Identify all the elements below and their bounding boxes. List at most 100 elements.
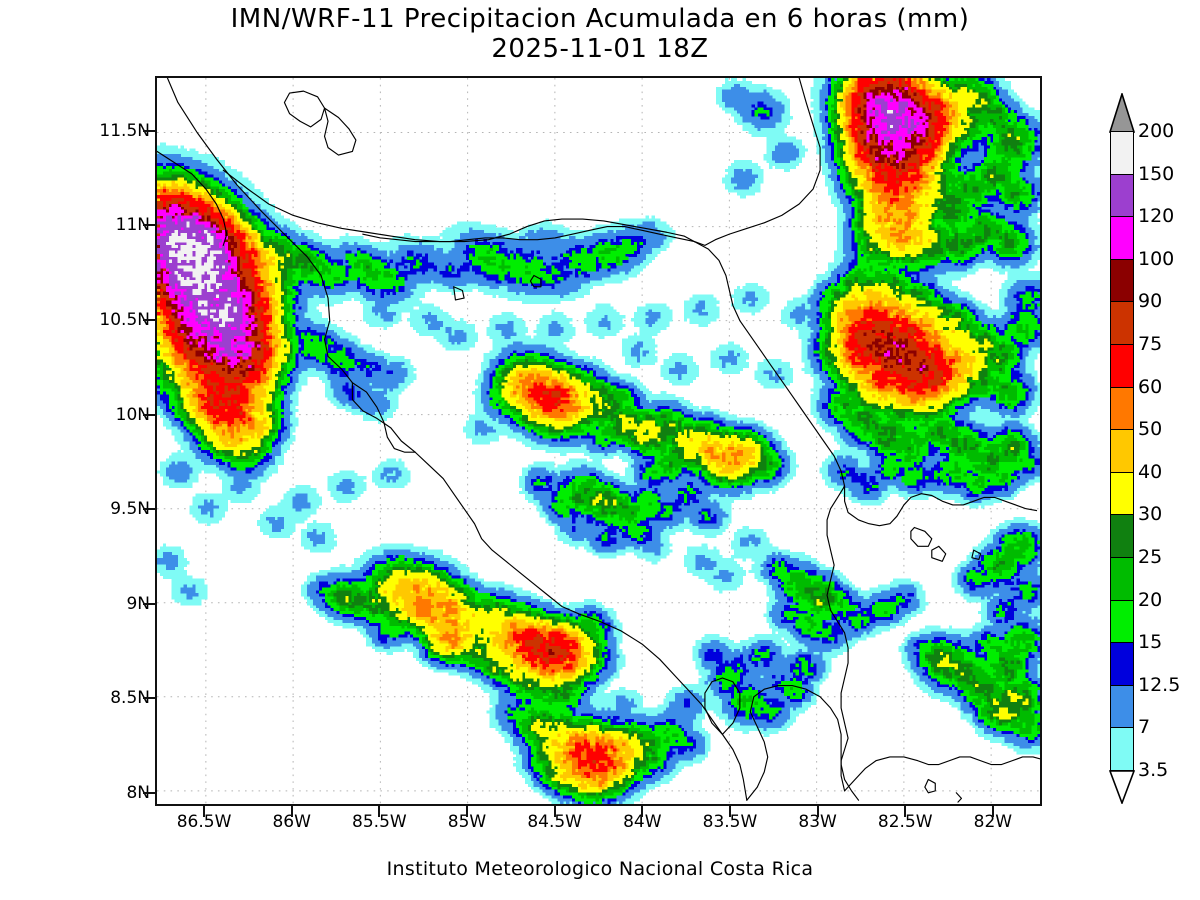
geo-line [931,545,947,562]
colorbar-tick-label: 3.5 [1138,759,1169,781]
colorbar-tick-label: 200 [1138,120,1175,142]
colorbar-tick-label: 60 [1138,375,1163,398]
y-tick-mark [143,508,155,511]
chart-title-block: IMN/WRF-11 Precipitacion Acumulada en 6 … [0,4,1200,64]
colorbar-band-12.5 [1110,642,1134,687]
geo-line [453,286,465,301]
x-tick-mark [904,806,907,817]
y-tick-label: 9N [126,593,150,614]
x-tick-mark [728,806,731,817]
colorbar-band-25 [1110,514,1134,559]
geo-line [826,485,849,792]
geo-line [157,150,228,246]
colorbar-tick-label: 100 [1138,247,1175,270]
colorbar-tick-label: 12.5 [1138,673,1181,696]
colorbar-under-arrow [1109,770,1135,804]
geo-line [955,792,963,803]
precipitation-map [157,78,1040,804]
map-plot-area [155,76,1042,806]
colorbar-tick-label: 25 [1138,546,1163,568]
geo-line [746,684,860,801]
x-tick-label: 85W [447,812,487,832]
footer-credit: Instituto Meteorologico Nacional Costa R… [386,858,814,880]
geo-line [844,756,1040,792]
y-tick-mark [143,224,155,227]
geo-line [693,78,821,246]
y-tick-label: 11.5N [99,120,150,141]
colorbar-tick-label: 90 [1138,290,1163,313]
geo-line [693,241,1038,527]
y-tick-mark [143,129,155,132]
precip-band-100 [157,86,929,372]
colorbar-band-90 [1110,258,1134,303]
precipitation-contours [157,78,1040,804]
x-tick-mark [203,806,206,817]
colorbar: 150 120 100 90 75 60 50 40 30 25 20 15 12.5 7 3.5 200 [1109,93,1180,804]
y-tick-mark [143,791,155,794]
chart-subtitle: 2025-11-01 18Z [491,34,709,64]
x-tick-mark [816,806,819,817]
colorbar-band-30 [1110,471,1134,516]
x-tick-mark [466,806,469,817]
colorbar-tick-label: 120 [1138,205,1175,228]
colorbar-band-120 [1110,173,1134,218]
y-tick-mark [143,413,155,416]
colorbar-tick-label: 20 [1138,588,1163,611]
colorbar-tick-label: 150 [1138,162,1175,185]
precip-band-75 [157,78,944,764]
precip-band-15 [157,78,1040,804]
x-tick-mark [553,806,556,817]
colorbar-band-50 [1110,386,1134,431]
geo-line [222,169,696,243]
x-tick-mark [641,806,644,817]
colorbar-band-15 [1110,599,1134,644]
y-tick-label: 8N [126,782,150,803]
x-tick-label: 82W [973,812,1013,832]
geo-line [704,677,741,735]
y-tick-mark [143,602,155,605]
colorbar-over-arrow [1109,93,1135,133]
precip-band-120 [157,98,920,360]
chart-title: IMN/WRF-11 Precipitacion Acumulada en 6 … [230,4,970,34]
geo-line [283,90,326,128]
colorbar-band-75 [1110,301,1134,346]
colorbar-band-60 [1110,344,1134,388]
colorbar-band-150 [1110,131,1134,175]
x-tick-label: 83W [798,812,837,832]
geo-line [323,107,357,156]
precip-band-60 [157,78,955,778]
colorbar-band-20 [1110,557,1134,601]
x-tick-label: 86.5W [176,812,232,832]
y-tick-mark [143,318,155,321]
colorbar-tick-label: 7 [1138,716,1151,739]
y-tick-label: 8.5N [110,688,150,709]
geo-line [166,78,748,801]
x-tick-label: 84W [623,812,662,832]
colorbar-band-100 [1110,216,1134,261]
x-tick-label: 82.5W [877,812,933,832]
x-tick-label: 86W [272,812,311,832]
y-tick-label: 10N [115,404,150,425]
coastline-borders [157,78,1040,803]
geo-line [924,778,936,794]
colorbar-tick-label: 75 [1138,333,1163,355]
colorbar-tick-label: 40 [1138,460,1163,483]
geo-line [351,382,416,453]
colorbar-band-40 [1110,429,1134,474]
y-tick-label: 11N [115,215,150,236]
precip-band-30 [157,78,1029,793]
y-tick-label: 10.5N [99,309,150,330]
y-tick-label: 9.5N [110,499,150,520]
x-tick-label: 85.5W [352,812,407,832]
geo-line [971,549,982,561]
colorbar-tick-label: 30 [1138,503,1163,526]
x-tick-label: 83.5W [702,812,758,832]
x-tick-mark [378,806,381,817]
x-tick-mark [991,806,994,817]
colorbar-band-7 [1110,684,1134,729]
geo-line [362,226,696,243]
colorbar-tick-label: 15 [1138,631,1163,654]
colorbar-tick-label: 50 [1138,418,1163,441]
x-tick-label: 84.5W [527,812,582,832]
precip-band-25 [157,78,1032,796]
